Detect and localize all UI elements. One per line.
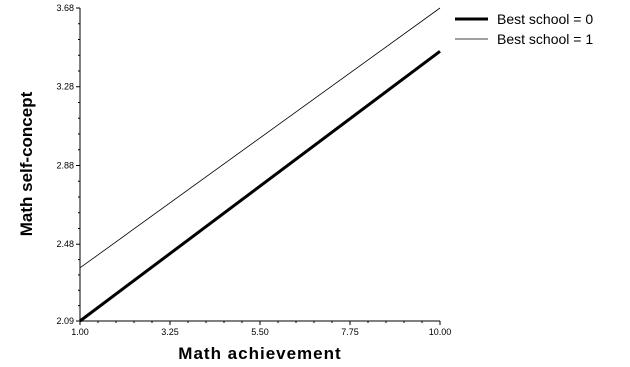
y-ticks: 2.09 2.48 2.88 3.28 3.68 [56, 3, 80, 326]
x-tick-label: 3.25 [161, 327, 179, 337]
legend-label-1: Best school = 1 [497, 31, 593, 47]
x-tick-label: 5.50 [251, 327, 269, 337]
y-tick-label: 3.68 [56, 3, 74, 13]
series-line-0 [79, 50, 441, 323]
x-ticks: 1.00 3.25 5.50 7.75 10.00 [71, 321, 451, 337]
y-tick-label: 2.48 [56, 239, 74, 249]
legend-label-0: Best school = 0 [497, 11, 593, 27]
x-axis-title: Math achievement [178, 344, 341, 363]
series-line-1 [79, 7, 441, 269]
y-tick-label: 2.09 [56, 316, 74, 326]
y-axis-title: Math self-concept [17, 91, 36, 236]
x-tick-label: 10.00 [429, 327, 452, 337]
y-tick-label: 2.88 [56, 160, 74, 170]
x-tick-label: 7.75 [341, 327, 359, 337]
series-lines [79, 7, 441, 323]
x-tick-label: 1.00 [71, 327, 89, 337]
plot-axes [79, 8, 440, 322]
y-tick-label: 3.28 [56, 82, 74, 92]
legend: Best school = 0 Best school = 1 [455, 11, 593, 47]
